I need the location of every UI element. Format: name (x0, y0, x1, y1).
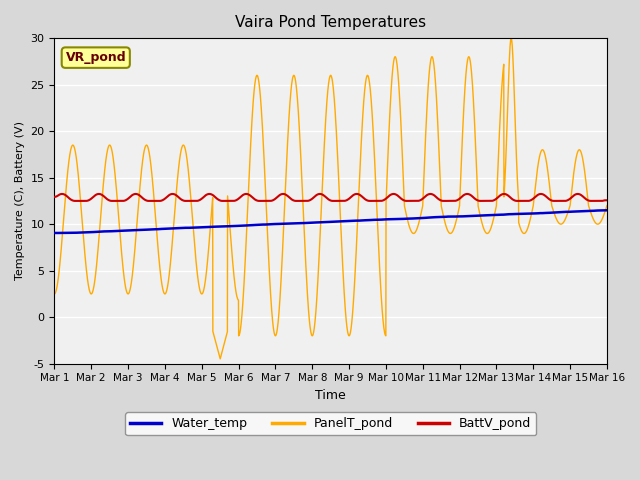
Y-axis label: Temperature (C), Battery (V): Temperature (C), Battery (V) (15, 121, 25, 280)
Text: VR_pond: VR_pond (65, 51, 126, 64)
Legend: Water_temp, PanelT_pond, BattV_pond: Water_temp, PanelT_pond, BattV_pond (125, 412, 536, 435)
X-axis label: Time: Time (316, 389, 346, 402)
Title: Vaira Pond Temperatures: Vaira Pond Temperatures (235, 15, 426, 30)
